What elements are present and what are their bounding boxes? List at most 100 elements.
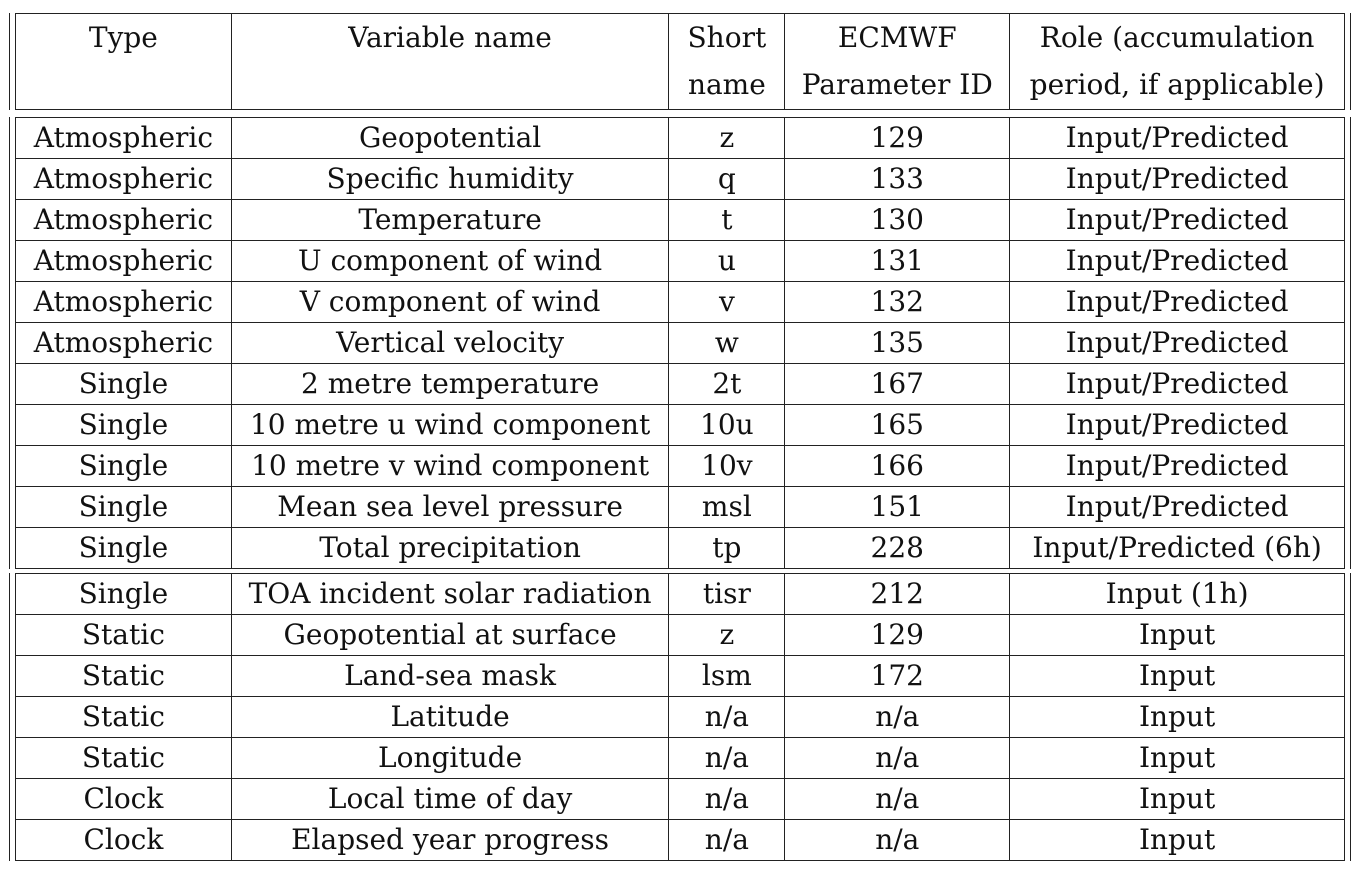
table-row: Atmospheric Vertical velocity w 135 Input/Pr… [15,322,1345,364]
header-table: Type Variable name Short name ECMWF Parame… [15,13,1345,110]
variable-name-cell: Longitude [230,737,670,779]
table-row: Atmospheric U component of wind u 131 Input/… [15,240,1345,282]
short-name-cell: w [668,322,786,364]
role-cell: Input/Predicted [1009,486,1345,528]
role-cell: Input/Predicted [1009,281,1345,323]
role-cell: Input [1009,655,1345,697]
role-cell: Input/Predicted (6h) [1009,527,1345,569]
variable-name-cell: V component of wind [230,281,670,323]
type-cell: Atmospheric [15,199,232,241]
param-id-cell: 132 [784,281,1011,323]
variable-name-cell: Vertical velocity [230,322,670,364]
param-id-cell: n/a [784,819,1011,861]
variable-name-cell: Geopotential at surface [230,614,670,656]
short-name-cell: lsm [668,655,786,697]
variable-name-cell: Elapsed year progress [230,819,670,861]
short-name-cell: n/a [668,819,786,861]
variable-name-cell: 10 metre v wind component [230,445,670,487]
param-id-cell: 151 [784,486,1011,528]
variable-name-cell: U component of wind [230,240,670,282]
type-cell: Static [15,614,232,656]
type-cell: Single [15,445,232,487]
variable-name-cell: 10 metre u wind component [230,404,670,446]
role-cell: Input/Predicted [1009,445,1345,487]
table-row: Single TOA incident solar radiation tisr 21… [15,573,1345,615]
type-cell: Atmospheric [15,240,232,282]
table-block-predicted: Atmospheric Geopotential z 129 Input/Predict… [9,117,1351,569]
table-row: Single 2 metre temperature 2t 167 Input/Pred… [15,363,1345,405]
table-row: Single Total precipitation tp 228 Input/Pred… [15,527,1345,569]
role-cell: Input/Predicted [1009,117,1345,159]
header-left-border [9,13,10,110]
role-cell: Input/Predicted [1009,404,1345,446]
type-cell: Single [15,363,232,405]
param-id-cell: n/a [784,737,1011,779]
variable-name-cell: Total precipitation [230,527,670,569]
short-name-cell: 10v [668,445,786,487]
role-cell: Input [1009,737,1345,779]
param-id-cell: 172 [784,655,1011,697]
type-cell: Atmospheric [15,281,232,323]
block2-left-border [9,573,10,861]
variable-name-cell: Geopotential [230,117,670,159]
table-row: Static Land-sea mask lsm 172 Input [15,655,1345,697]
table-row: Single 10 metre u wind component 10u 165 Inp… [15,404,1345,446]
param-id-cell: 135 [784,322,1011,364]
short-name-cell: t [668,199,786,241]
param-id-cell: 165 [784,404,1011,446]
variable-name-cell: 2 metre temperature [230,363,670,405]
variable-name-cell: Specific humidity [230,158,670,200]
short-name-cell: z [668,117,786,159]
table-row: Clock Elapsed year progress n/a n/a Input [15,819,1345,861]
role-cell: Input/Predicted [1009,322,1345,364]
role-cell: Input [1009,696,1345,738]
type-cell: Atmospheric [15,322,232,364]
short-name-cell: n/a [668,696,786,738]
type-cell: Clock [15,778,232,820]
type-cell: Single [15,527,232,569]
role-cell: Input/Predicted [1009,158,1345,200]
role-cell: Input [1009,819,1345,861]
table-header: Type Variable name Short name ECMWF Parame… [9,13,1351,110]
type-cell: Atmospheric [15,117,232,159]
type-cell: Single [15,404,232,446]
role-cell: Input/Predicted [1009,363,1345,405]
param-id-cell: n/a [784,778,1011,820]
header-cell-type: Type [15,13,232,110]
block1-table: Atmospheric Geopotential z 129 Input/Predict… [15,117,1345,569]
header-cell-param-id: ECMWF Parameter ID [784,13,1011,110]
type-cell: Single [15,573,232,615]
table-row: Atmospheric Temperature t 130 Input/Predicte… [15,199,1345,241]
short-name-cell: n/a [668,778,786,820]
table-row: Single Mean sea level pressure msl 151 Input… [15,486,1345,528]
block2-table: Single TOA incident solar radiation tisr 21… [15,573,1345,861]
short-name-cell: n/a [668,737,786,779]
table-block-input-only: Single TOA incident solar radiation tisr 21… [9,573,1351,861]
short-name-cell: 2t [668,363,786,405]
header-row: Type Variable name Short name ECMWF Parame… [15,13,1345,110]
table-row: Static Latitude n/a n/a Input [15,696,1345,738]
type-cell: Static [15,737,232,779]
short-name-cell: u [668,240,786,282]
table-row: Clock Local time of day n/a n/a Input [15,778,1345,820]
short-name-cell: msl [668,486,786,528]
type-cell: Clock [15,819,232,861]
short-name-cell: z [668,614,786,656]
type-cell: Atmospheric [15,158,232,200]
variable-name-cell: Temperature [230,199,670,241]
header-right-border [1350,13,1351,110]
role-cell: Input/Predicted [1009,199,1345,241]
short-name-cell: q [668,158,786,200]
block2-right-border [1350,573,1351,861]
param-id-cell: 212 [784,573,1011,615]
param-id-cell: 131 [784,240,1011,282]
param-id-cell: 129 [784,117,1011,159]
header-cell-variable-name: Variable name [230,13,670,110]
block1-left-border [9,117,10,569]
param-id-cell: 133 [784,158,1011,200]
role-cell: Input/Predicted [1009,240,1345,282]
type-cell: Static [15,696,232,738]
variable-name-cell: Land-sea mask [230,655,670,697]
table-row: Static Longitude n/a n/a Input [15,737,1345,779]
table-row: Atmospheric Geopotential z 129 Input/Predict… [15,117,1345,159]
